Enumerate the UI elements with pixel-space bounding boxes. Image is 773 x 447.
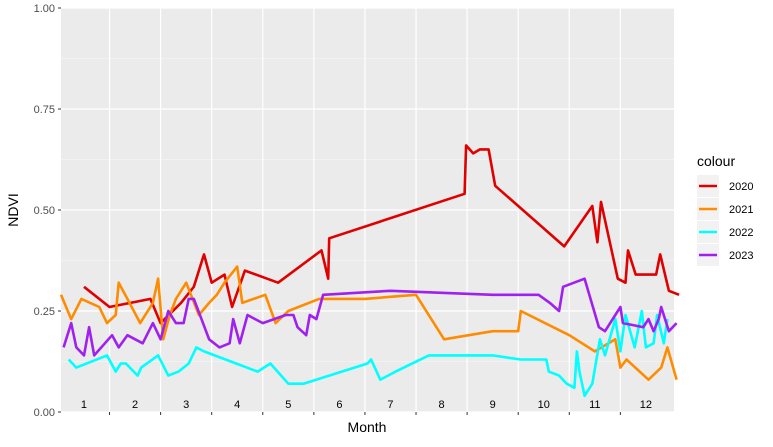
y-tick-label: 0.50 bbox=[34, 205, 55, 217]
x-tick-label: 10 bbox=[538, 399, 550, 411]
series-line-2020 bbox=[83, 144, 680, 325]
x-tick-label: 8 bbox=[439, 399, 445, 411]
legend-label-2021: 2021 bbox=[729, 204, 753, 216]
y-tick-label: 0.75 bbox=[34, 104, 55, 116]
x-tick-label: 12 bbox=[640, 399, 652, 411]
y-axis: 0.00 0.25 0.50 0.75 1.00 bbox=[34, 3, 61, 419]
y-axis-title: NDVI bbox=[5, 193, 21, 226]
series-line-2022 bbox=[67, 309, 669, 398]
x-tick-label: 1 bbox=[81, 399, 87, 411]
x-axis-title: Month bbox=[348, 419, 387, 435]
x-tick-label: 4 bbox=[234, 399, 240, 411]
x-tick-label: 7 bbox=[387, 399, 393, 411]
x-tick-label: 6 bbox=[336, 399, 342, 411]
legend-label-2023: 2023 bbox=[729, 250, 753, 262]
x-tick-label: 9 bbox=[490, 399, 496, 411]
series-line-2023 bbox=[62, 277, 678, 357]
x-tick-label: 3 bbox=[183, 399, 189, 411]
y-tick-label: 1.00 bbox=[34, 3, 55, 15]
legend-label-2020: 2020 bbox=[729, 181, 753, 193]
legend: colour 2020 2021 2022 2023 bbox=[697, 153, 753, 266]
legend-label-2022: 2022 bbox=[729, 227, 753, 239]
y-tick-label: 0.00 bbox=[34, 407, 55, 419]
x-tick-label: 11 bbox=[589, 399, 600, 411]
legend-title: colour bbox=[697, 153, 735, 169]
x-axis: 1 2 3 4 5 6 7 8 9 10 11 12 bbox=[81, 399, 652, 415]
series-layer bbox=[59, 144, 680, 398]
grid-minor bbox=[61, 58, 674, 362]
x-tick-label: 5 bbox=[285, 399, 291, 411]
x-tick-label: 2 bbox=[132, 399, 138, 411]
y-tick-label: 0.25 bbox=[34, 306, 55, 318]
